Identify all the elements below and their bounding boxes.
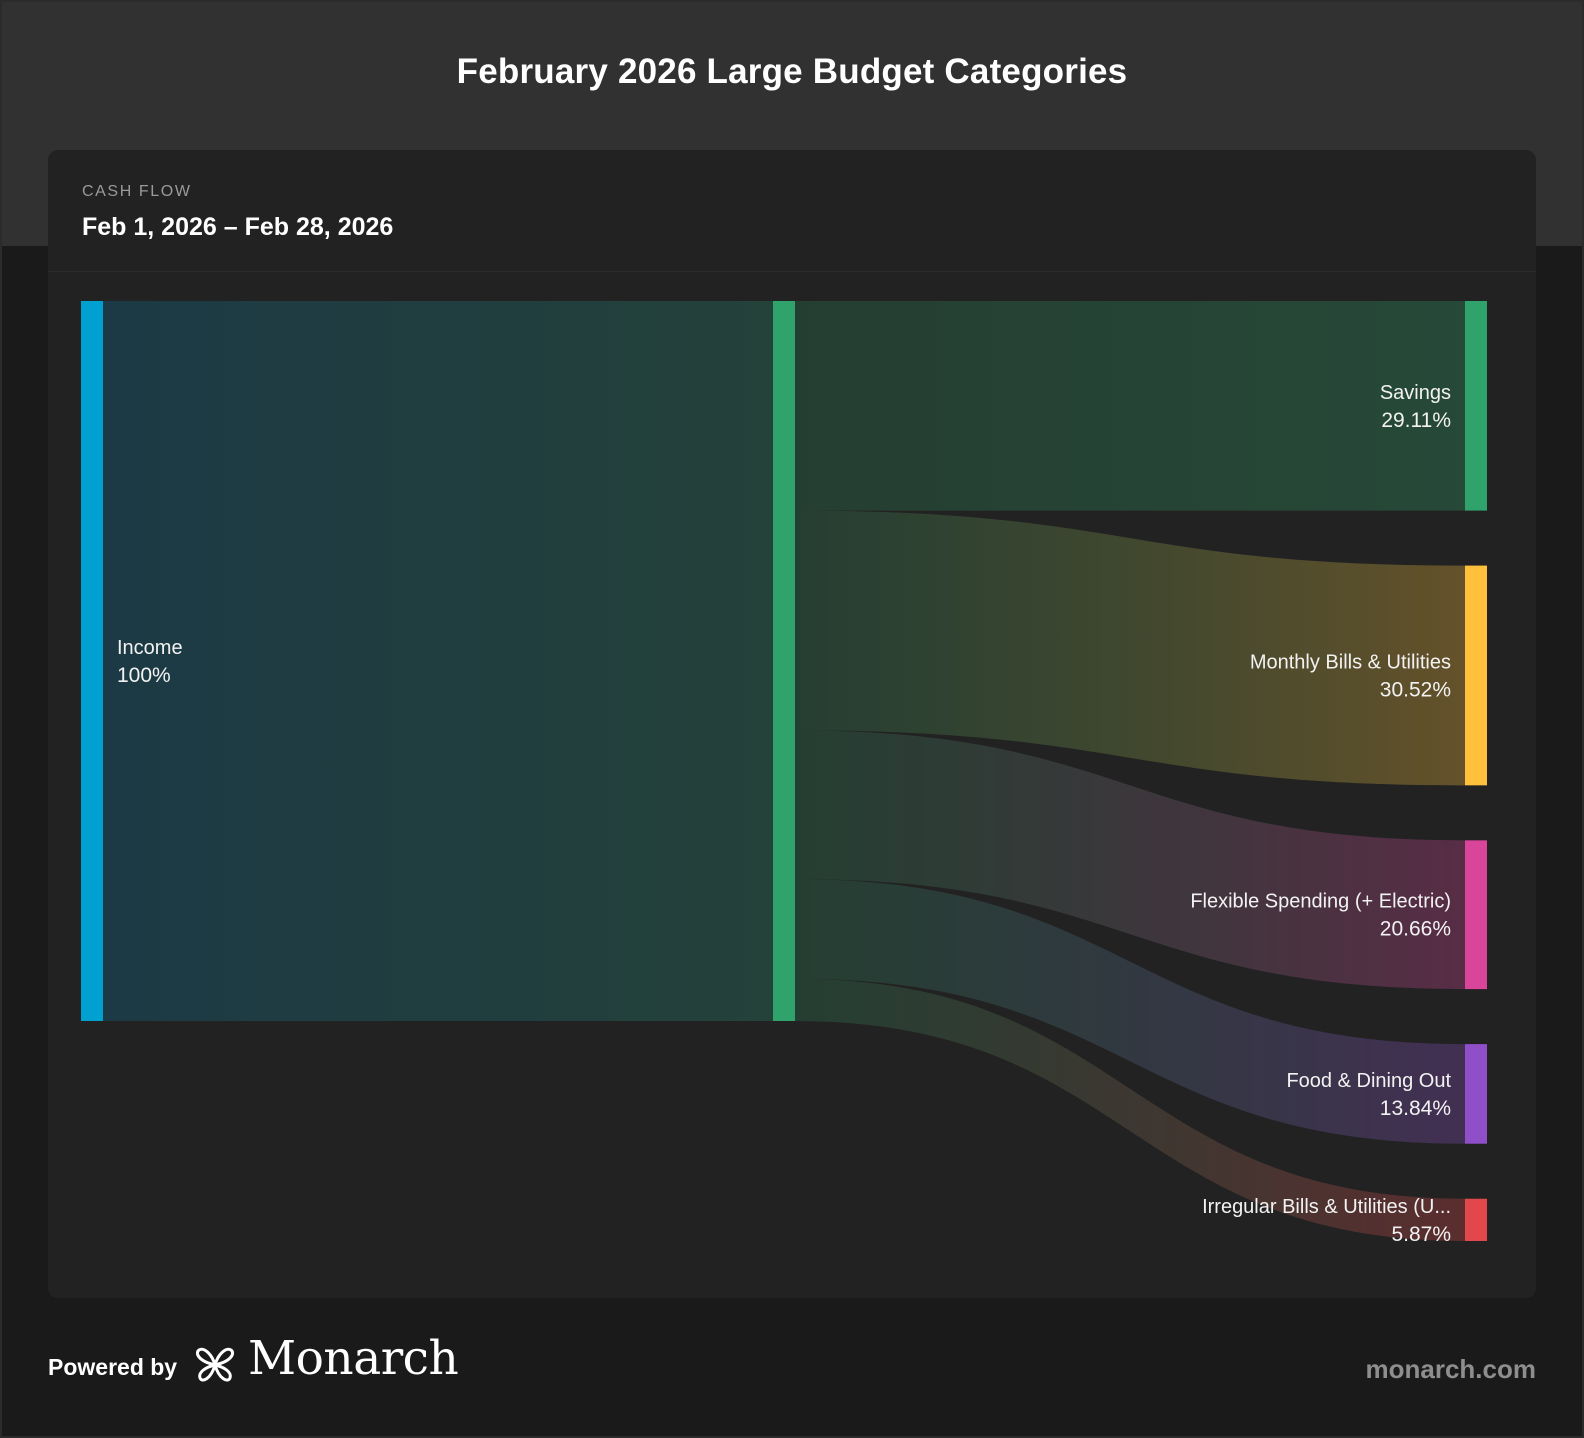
label-irregular-bills-utilities-u: Irregular Bills & Utilities (U... xyxy=(1202,1196,1451,1218)
label-savings: Savings xyxy=(1380,382,1451,404)
cash-flow-card: CASH FLOW Feb 1, 2026 – Feb 28, 2026 Inc… xyxy=(48,150,1536,1298)
value-savings: 29.11% xyxy=(1381,409,1451,432)
label-food-dining-out: Food & Dining Out xyxy=(1286,1070,1451,1092)
value-flexible-spending-electric: 20.66% xyxy=(1380,918,1451,941)
value-food-dining-out: 13.84% xyxy=(1380,1097,1451,1120)
monarch-wordmark: Monarch xyxy=(248,1331,459,1386)
monarch-butterfly-icon xyxy=(195,1347,235,1382)
node-savings[interactable] xyxy=(1465,301,1487,511)
link-hub-to-monthly-bills-utilities xyxy=(795,510,1465,786)
node-hub[interactable] xyxy=(773,301,795,1021)
value-irregular-bills-utilities-u: 5.87% xyxy=(1391,1223,1451,1246)
link-hub-to-savings xyxy=(795,301,1465,511)
date-range: Feb 1, 2026 – Feb 28, 2026 xyxy=(82,213,394,241)
node-flexible-spending-electric[interactable] xyxy=(1465,840,1487,990)
link-hub-to-food-dining-out xyxy=(795,879,1465,1144)
page-title: February 2026 Large Budget Categories xyxy=(456,52,1128,91)
node-food-dining-out[interactable] xyxy=(1465,1044,1487,1144)
card-header: CASH FLOW Feb 1, 2026 – Feb 28, 2026 xyxy=(48,150,1536,272)
link-hub-to-irregular-bills-utilities-u xyxy=(795,978,1465,1241)
value-monthly-bills-utilities: 30.52% xyxy=(1380,678,1451,701)
link-income-to-hub xyxy=(103,301,773,1021)
label-income: Income xyxy=(117,637,183,659)
powered-by-label: Powered by xyxy=(48,1354,178,1380)
label-flexible-spending-electric: Flexible Spending (+ Electric) xyxy=(1190,891,1451,913)
node-income[interactable] xyxy=(81,301,103,1021)
value-income: 100% xyxy=(117,664,171,687)
node-monthly-bills-utilities[interactable] xyxy=(1465,565,1487,786)
card-kicker: CASH FLOW xyxy=(82,183,192,200)
node-irregular-bills-utilities-u[interactable] xyxy=(1465,1198,1487,1241)
link-hub-to-flexible-spending-electric xyxy=(795,730,1465,990)
monarch-url[interactable]: monarch.com xyxy=(1365,1354,1537,1384)
sankey-chart: Income 100% Savings 29.11% Monthly Bills & U… xyxy=(81,301,1487,1246)
label-monthly-bills-utilities: Monthly Bills & Utilities xyxy=(1250,651,1451,673)
